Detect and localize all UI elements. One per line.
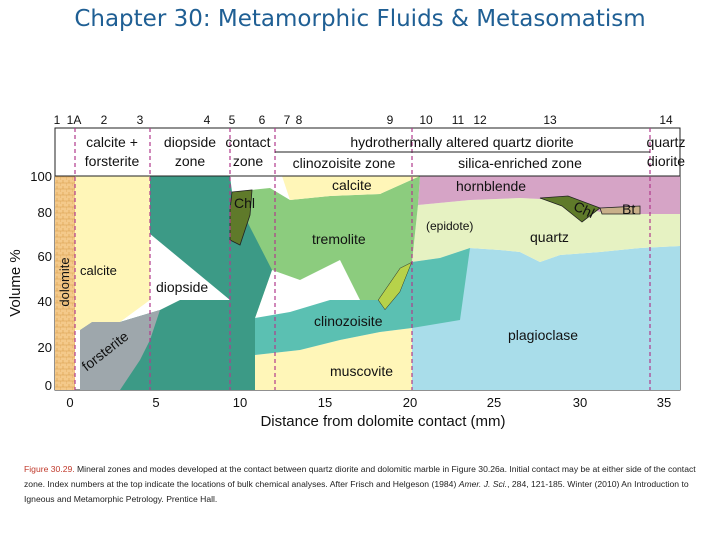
label-calcite-top: calcite: [332, 177, 372, 193]
x-axis: 0 5 10 15 20 25 30 35 Distance from dolo…: [66, 395, 671, 430]
zone-headers: calcite + forsterite diopside zone conta…: [85, 134, 686, 171]
clinozoisite-field: [255, 248, 470, 355]
index-number: 6: [259, 113, 266, 127]
index-number: 7: [284, 113, 291, 127]
label-bt: Bt: [622, 201, 635, 217]
x-tick-label: 30: [573, 395, 587, 410]
zone-calcite-forsterite-line1: calcite +: [86, 134, 138, 150]
calcite-left-field: [75, 176, 150, 330]
header-lines: [55, 151, 680, 177]
zone-diopside-line2: zone: [175, 153, 206, 169]
mineral-fields: [55, 176, 680, 390]
muscovite-field: [255, 328, 412, 390]
x-tick-label: 0: [66, 395, 73, 410]
x-tick-label: 15: [318, 395, 332, 410]
dolomite-field: [55, 176, 75, 390]
caption-text: Mineral zones and modes developed at the…: [24, 464, 696, 489]
y-tick-label: 20: [38, 340, 52, 355]
index-number: 8: [296, 113, 303, 127]
zone-boundaries: [74, 128, 651, 390]
zone-clinozoisite: clinozoisite zone: [293, 155, 396, 171]
x-tick-label: 5: [152, 395, 159, 410]
index-number: 14: [659, 113, 673, 127]
hornblende-field: [418, 176, 680, 214]
zone-quartz-diorite-line2: diorite: [647, 153, 685, 169]
zone-silica: silica-enriched zone: [458, 155, 582, 171]
y-tick-label: 0: [45, 378, 52, 393]
zone-contact-line1: contact: [225, 134, 270, 150]
index-number: 5: [229, 113, 236, 127]
label-quartz: quartz: [530, 229, 569, 245]
zone-contact-line2: zone: [233, 153, 264, 169]
x-tick-label: 20: [403, 395, 417, 410]
y-axis: 0 20 40 60 80 100 Volume %: [7, 169, 52, 393]
zone-calcite-forsterite-line2: forsterite: [85, 153, 140, 169]
chlorite-right: [539, 195, 601, 223]
index-number: 2: [101, 113, 108, 127]
index-number: 13: [543, 113, 557, 127]
y-tick-label: 60: [38, 249, 52, 264]
label-dolomite: dolomite: [57, 257, 72, 306]
index-number: 3: [137, 113, 144, 127]
index-number: 9: [387, 113, 394, 127]
label-calcite-left: calcite: [80, 263, 117, 278]
x-tick-label: 35: [657, 395, 671, 410]
index-number: 10: [419, 113, 433, 127]
y-tick-label: 100: [30, 169, 52, 184]
index-number: 11: [452, 113, 465, 127]
plagioclase-field: [412, 246, 680, 390]
index-number: 4: [204, 113, 211, 127]
zone-quartz-diorite-line1: quartz: [647, 134, 686, 150]
caption-figure-label: Figure 30.29.: [24, 464, 75, 474]
chlorite-left: [229, 189, 253, 246]
biotite-field: [599, 205, 641, 215]
zone-diopside-line1: diopside: [164, 134, 216, 150]
label-epidote: (epidote): [426, 219, 473, 233]
tremolite-field: [232, 176, 420, 318]
index-numbers: 1 1A 2 3 4 5 6 7 8 9 10 11 12 13 14: [54, 113, 673, 127]
y-tick-label: 40: [38, 294, 52, 309]
label-clinozoisite: clinozoisite: [314, 313, 383, 329]
mineral-zone-diagram: 1 1A 2 3 4 5 6 7 8 9 10 11 12 13 14 calc…: [7, 113, 686, 430]
index-number: 1A: [67, 113, 82, 127]
zone-hydrothermal: hydrothermally altered quartz diorite: [350, 134, 574, 150]
label-hornblende: hornblende: [456, 178, 526, 194]
caption-journal: Amer. J. Sci.: [458, 479, 508, 489]
label-chl-left: Chl: [234, 195, 255, 211]
x-tick-label: 10: [233, 395, 247, 410]
x-axis-label: Distance from dolomite contact (mm): [260, 413, 505, 430]
y-axis-label: Volume %: [7, 249, 24, 317]
index-number: 1: [54, 113, 61, 127]
x-tick-label: 25: [487, 395, 501, 410]
label-muscovite: muscovite: [330, 363, 393, 379]
label-diopside: diopside: [156, 279, 208, 295]
index-number: 12: [473, 113, 487, 127]
figure-caption: Figure 30.29. Mineral zones and modes de…: [24, 462, 714, 507]
caption-rest: , 284, 121-185. Winter (2010) An Introdu…: [24, 479, 689, 504]
forsterite-field: [80, 310, 160, 390]
label-tremolite: tremolite: [312, 231, 366, 247]
label-plagioclase: plagioclase: [508, 327, 578, 343]
calcite-top-field: [282, 176, 420, 200]
y-tick-label: 80: [38, 205, 52, 220]
slide-title: Chapter 30: Metamorphic Fluids & Metasom…: [74, 6, 646, 32]
